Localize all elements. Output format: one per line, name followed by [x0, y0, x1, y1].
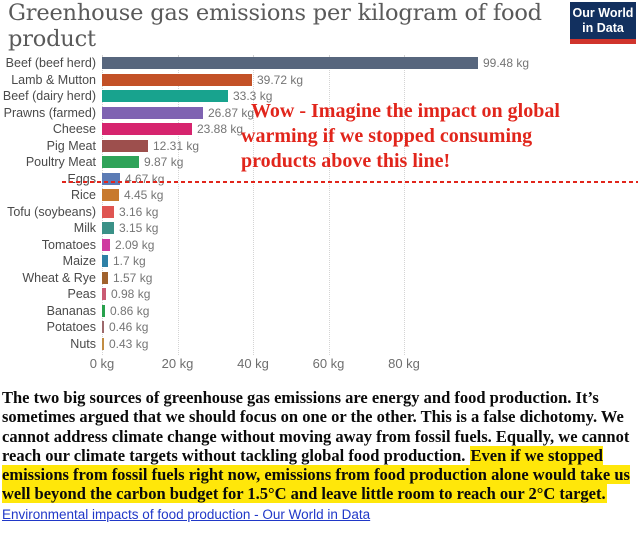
category-label: Cheese	[52, 122, 96, 137]
bar	[102, 337, 104, 350]
value-label: 9.87 kg	[144, 155, 184, 170]
x-axis-tick-label: 0 kg	[89, 356, 115, 371]
category-label: Milk	[73, 221, 96, 236]
bar	[102, 205, 114, 218]
x-axis-tick-label: 80 kg	[388, 356, 420, 371]
value-label: 2.09 kg	[115, 237, 155, 252]
value-label: 4.45 kg	[124, 188, 164, 203]
chart-row: Nuts 0.43 kg	[0, 336, 640, 353]
value-label: 1.7 kg	[113, 254, 146, 269]
value-label: 99.48 kg	[483, 56, 530, 71]
logo-text-line2: in Data	[582, 21, 624, 35]
annotation-text: Wow - Imagine the impact on global warmi…	[241, 100, 560, 172]
value-label: 0.86 kg	[110, 303, 150, 318]
chart-row: Lamb & Mutton 39.72 kg	[0, 72, 640, 89]
logo-text-line1: Our World	[572, 6, 634, 20]
bar	[102, 288, 106, 301]
chart-row: Beef (dairy herd) 33.3 kg	[0, 88, 640, 105]
category-label: Lamb & Mutton	[11, 72, 96, 87]
category-label: Wheat & Rye	[22, 270, 96, 285]
category-label: Bananas	[46, 303, 96, 318]
category-label: Pig Meat	[46, 138, 96, 153]
category-label: Nuts	[70, 336, 96, 351]
grid-line	[177, 55, 179, 355]
description-text: The two big sources of greenhouse gas em…	[2, 388, 630, 465]
grid-line	[328, 55, 330, 355]
category-label: Maize	[62, 254, 96, 269]
x-axis-tick-label: 60 kg	[312, 356, 345, 371]
category-label: Eggs	[67, 171, 97, 186]
bar	[102, 321, 104, 334]
chart-row: Pig Meat 12.31 kg	[0, 138, 640, 155]
value-label: 0.98 kg	[111, 287, 151, 302]
value-label: 1.57 kg	[113, 270, 153, 285]
chart-row: Potatoes 0.46 kg	[0, 319, 640, 336]
chart-rows: Beef (beef herd) 99.48 kg Lamb & Mutton 39.…	[0, 55, 640, 352]
chart-row: Poultry Meat 9.87 kg	[0, 154, 640, 171]
category-label: Peas	[67, 287, 97, 302]
chart-row: Tomatoes 2.09 kg	[0, 237, 640, 254]
chart-gridlines	[0, 55, 640, 355]
category-label: Beef (beef herd)	[5, 56, 96, 71]
value-label: 33.3 kg	[233, 89, 273, 104]
value-label: 0.46 kg	[109, 320, 149, 335]
bar	[102, 189, 119, 202]
bar	[102, 304, 105, 317]
grid-line	[102, 55, 103, 355]
chart-row: Rice 4.45 kg	[0, 187, 640, 204]
chart-row: Beef (beef herd) 99.48 kg	[0, 55, 640, 72]
category-label: Tofu (soybeans)	[7, 204, 96, 219]
category-label: Prawns (farmed)	[3, 105, 96, 120]
bar	[102, 123, 192, 136]
value-label: 0.43 kg	[109, 336, 149, 351]
description-paragraph: The two big sources of greenhouse gas em…	[2, 388, 640, 524]
source-link[interactable]: Environmental impacts of food production…	[2, 506, 371, 522]
owid-logo: Our World in Data	[570, 2, 636, 44]
chart-row: Milk 3.15 kg	[0, 220, 640, 237]
chart-row: Peas 0.98 kg	[0, 286, 640, 303]
bar	[102, 139, 148, 152]
chart-row: Maize 1.7 kg	[0, 253, 640, 270]
highlighted-text: Even if we stopped emissions from fossil…	[2, 445, 630, 504]
bar	[102, 106, 203, 119]
category-label: Poultry Meat	[25, 155, 96, 170]
bar	[102, 255, 108, 268]
chart-row: Prawns (farmed) 26.87 kg	[0, 105, 640, 122]
grid-line	[404, 55, 405, 355]
x-axis-tick-label: 40 kg	[237, 356, 269, 371]
bar	[102, 238, 110, 251]
page-title: Greenhouse gas emissions per kilogram of…	[8, 0, 542, 52]
bar	[102, 156, 139, 169]
value-label: 23.88 kg	[197, 122, 244, 137]
x-axis: 0 kg 20 kg 40 kg 60 kg 80 kg	[0, 356, 640, 374]
chart-row: Wheat & Rye 1.57 kg	[0, 270, 640, 287]
grid-line	[253, 55, 254, 355]
bar	[102, 222, 114, 235]
chart-row: Bananas 0.86 kg	[0, 303, 640, 320]
chart-row: Tofu (soybeans) 3.16 kg	[0, 204, 640, 221]
category-label: Potatoes	[46, 320, 96, 335]
category-label: Tomatoes	[41, 237, 96, 252]
chart-row: Cheese 23.88 kg	[0, 121, 640, 138]
x-axis-tick-label: 20 kg	[161, 356, 194, 371]
value-label: 39.72 kg	[257, 72, 304, 87]
bar	[102, 271, 108, 284]
category-label: Rice	[70, 188, 96, 203]
bar	[102, 90, 228, 103]
category-label: Beef (dairy herd)	[2, 89, 96, 104]
value-label: 26.87 kg	[208, 105, 255, 120]
bar	[102, 57, 478, 70]
bar	[102, 73, 252, 86]
value-label: 4.67 kg	[125, 171, 165, 186]
cutoff-dashed-line	[62, 181, 638, 183]
value-label: 3.16 kg	[119, 204, 159, 219]
value-label: 12.31 kg	[153, 138, 200, 153]
value-label: 3.15 kg	[119, 221, 159, 236]
